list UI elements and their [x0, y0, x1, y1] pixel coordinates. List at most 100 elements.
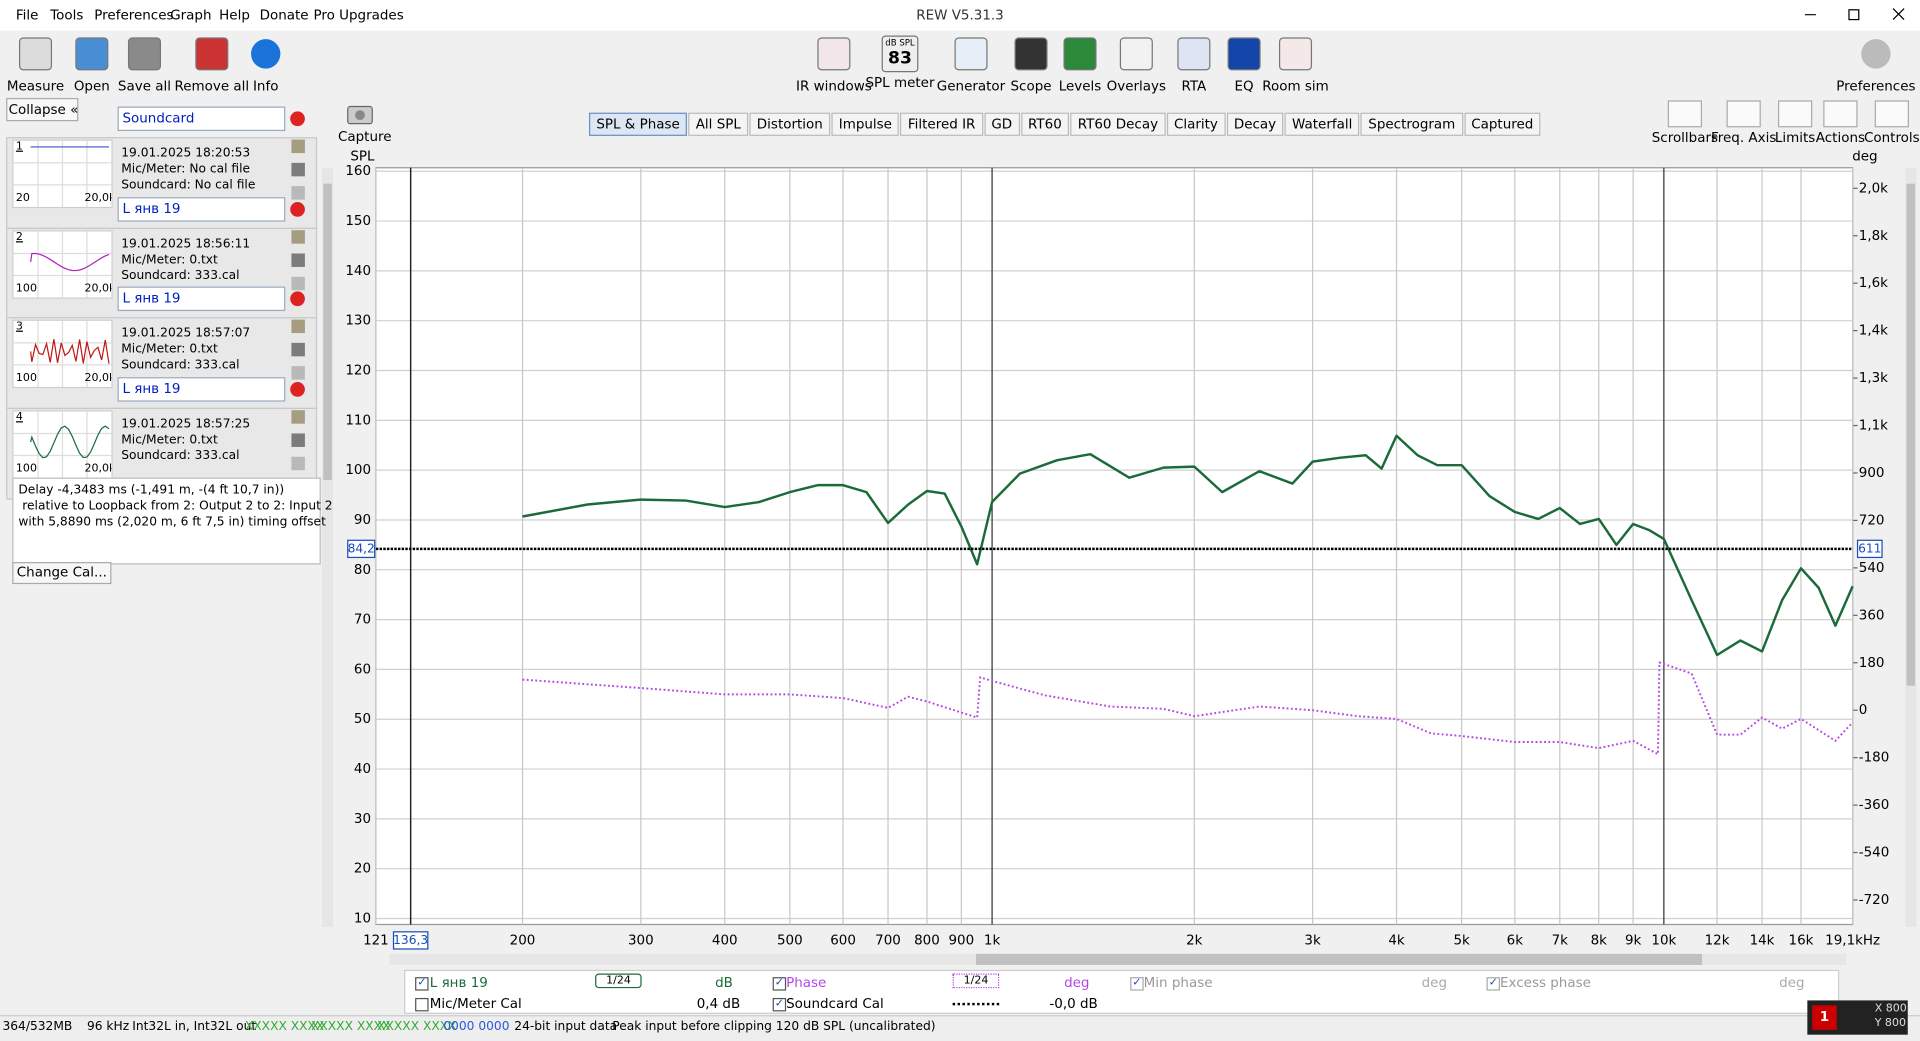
remove-icon[interactable]	[290, 381, 305, 397]
graph-tab[interactable]: Decay	[1226, 112, 1284, 136]
graph-tab[interactable]: Captured	[1463, 112, 1541, 136]
measurement-soundcard: Soundcard: No cal file	[121, 178, 256, 193]
y-tick-label: 80	[354, 563, 371, 578]
checkbox[interactable]: ✓	[415, 977, 429, 991]
tool-button[interactable]: Generator	[928, 36, 1014, 94]
tool-button[interactable]: Open	[49, 36, 135, 94]
menu-item[interactable]: File	[15, 7, 39, 24]
legend-smoothing[interactable]: 1/24	[952, 973, 1000, 989]
item-action[interactable]	[291, 432, 305, 447]
legend-min-phase[interactable]: Min phase	[1143, 974, 1213, 991]
item-action[interactable]	[291, 366, 305, 380]
capture-icon[interactable]	[347, 103, 374, 125]
thumbnail-axis-min: 100	[15, 462, 37, 475]
graph-tab[interactable]: RT60 Decay	[1070, 112, 1166, 136]
item-action[interactable]	[291, 162, 305, 177]
menu-item[interactable]: Preferences	[94, 7, 174, 24]
item-action[interactable]	[291, 456, 305, 470]
checkbox[interactable]	[415, 997, 429, 1012]
graph-tab[interactable]: GD	[983, 112, 1020, 136]
thumbnail-axis-min: 100	[15, 372, 37, 385]
legend-soundcard-cal[interactable]: Soundcard Cal	[786, 995, 884, 1012]
menu-item[interactable]: Pro Upgrades	[313, 7, 404, 24]
tool-button[interactable]: Overlays	[1093, 36, 1179, 94]
menu-item[interactable]: Donate	[259, 7, 309, 24]
item-action[interactable]	[291, 409, 305, 424]
graph-tab[interactable]: Clarity	[1166, 112, 1226, 136]
thumbnail-index: 3	[15, 320, 23, 334]
graph-tab[interactable]: Filtered IR	[900, 112, 983, 136]
y2-tick-label: 1,4k	[1859, 324, 1888, 339]
maximize[interactable]	[1848, 9, 1860, 21]
change-cal-button[interactable]: Change Cal...	[12, 562, 112, 585]
x-tick-label: 10k	[1651, 933, 1676, 948]
checkbox[interactable]: ✓	[772, 997, 787, 1012]
item-action[interactable]	[291, 252, 305, 267]
tool-button[interactable]: Save all	[102, 36, 188, 94]
legend-smoothing[interactable]: 1/24	[595, 973, 642, 989]
x-tick-label: 200	[510, 933, 536, 948]
tool-button[interactable]: IR windows	[791, 36, 877, 94]
tool-button[interactable]: Levels	[1037, 36, 1123, 94]
window-controls[interactable]	[1798, 5, 1914, 25]
graph-tab[interactable]: Spectrogram	[1360, 112, 1463, 136]
graph-tab[interactable]: Distortion	[749, 112, 831, 136]
graph-control[interactable]: Actions	[1798, 100, 1884, 146]
graph-tab[interactable]: Waterfall	[1284, 112, 1360, 136]
checkbox[interactable]: ✓	[1486, 977, 1501, 991]
graph-tab[interactable]: Impulse	[831, 112, 900, 136]
tool-button[interactable]: Measure	[0, 36, 78, 94]
menu-item[interactable]: Graph	[170, 7, 212, 24]
graph-tab[interactable]: All SPL	[688, 112, 749, 136]
remove-icon[interactable]	[290, 201, 305, 217]
graph-tab[interactable]: SPL & Phase	[588, 112, 688, 136]
graph-control[interactable]: Scrollbars	[1642, 100, 1728, 146]
status-bg	[0, 1015, 1920, 1041]
remove-icon[interactable]	[290, 111, 305, 127]
tool-icon	[1119, 37, 1153, 71]
tool-button[interactable]: dB SPL 83 SPL meter	[857, 35, 943, 91]
graph-control[interactable]: Limits	[1752, 100, 1838, 146]
measurement-name[interactable]: L янв 19	[117, 286, 286, 312]
tool-button[interactable]: Scope	[988, 36, 1074, 94]
item-action[interactable]	[291, 342, 305, 357]
tool-button[interactable]: RTA	[1151, 36, 1237, 95]
measurement-name[interactable]: Soundcard	[117, 106, 286, 132]
tool-icon	[1014, 37, 1048, 71]
checkbox[interactable]: ✓	[1130, 977, 1144, 991]
measurement-item[interactable]: L янв 19 3 100 20,0k 19.01.2025 18:57:07 Mic/…	[6, 286, 318, 409]
graph-tab[interactable]: RT60	[1020, 112, 1070, 136]
measurement-name[interactable]: L янв 19	[117, 196, 286, 222]
item-action[interactable]	[291, 276, 305, 290]
item-action[interactable]	[291, 139, 305, 154]
status-item: XXXXX XXXX	[244, 1020, 325, 1034]
item-action[interactable]	[291, 186, 305, 200]
remove-icon[interactable]	[290, 291, 305, 307]
close[interactable]	[1892, 8, 1905, 21]
tool-label: RTA	[1181, 78, 1207, 95]
collapse-button[interactable]: Collapse «	[6, 97, 79, 122]
item-action[interactable]	[291, 319, 305, 334]
checkbox[interactable]: ✓	[772, 977, 787, 991]
h-scroll-thumb[interactable]	[975, 953, 1703, 965]
tool-button[interactable]: Room sim	[1253, 36, 1339, 94]
item-action[interactable]	[291, 229, 305, 244]
tool-button[interactable]: Info	[223, 36, 309, 94]
tool-button[interactable]: EQ	[1201, 36, 1287, 94]
v-scroll-thumb[interactable]	[323, 183, 332, 481]
toolbar: Measure Open Save all Remove all Info IR wind…	[0, 31, 1920, 96]
menu-item[interactable]: Tools	[50, 7, 84, 24]
v-scrollbar[interactable]	[322, 167, 334, 927]
graph-v-thumb[interactable]	[1906, 183, 1916, 686]
menu-item[interactable]: Help	[219, 7, 250, 24]
graph-control[interactable]: Controls	[1849, 100, 1920, 146]
legend-series-name[interactable]: Phase	[786, 974, 827, 991]
tool-button[interactable]: Preferences	[1833, 36, 1919, 94]
tool-button[interactable]: Remove all	[169, 36, 255, 94]
thumbnail-axis-max: 20,0k	[84, 282, 113, 295]
legend-excess-phase[interactable]: Excess phase	[1500, 974, 1591, 991]
measurement-name[interactable]: L янв 19	[117, 376, 286, 402]
legend-mic-cal[interactable]: Mic/Meter Cal	[429, 995, 522, 1012]
graph-control[interactable]: Freq. Axis	[1701, 100, 1787, 146]
legend-series-name[interactable]: L янв 19	[429, 974, 488, 991]
